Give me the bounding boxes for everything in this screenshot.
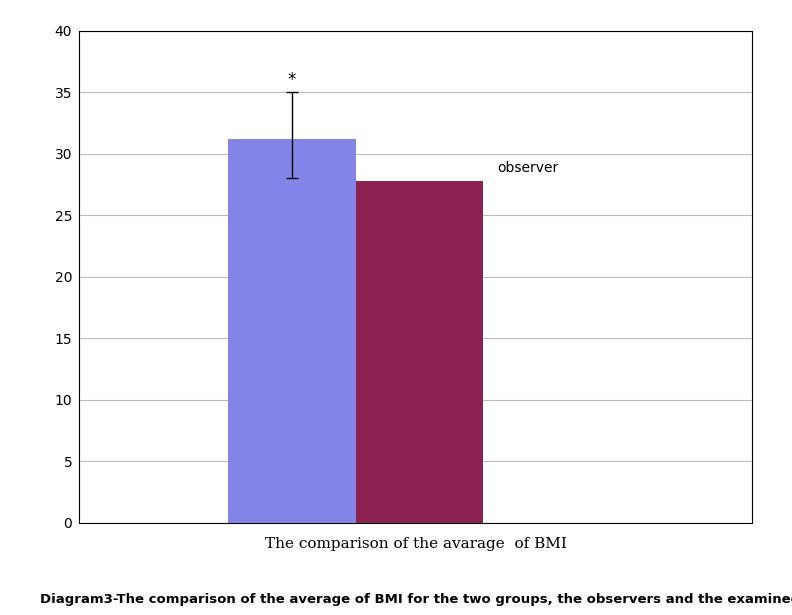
- X-axis label: The comparison of the avarage  of BMI: The comparison of the avarage of BMI: [265, 537, 567, 550]
- Bar: [228, 139, 356, 523]
- Text: Diagram3-The comparison of the average of BMI for the two groups, the observers : Diagram3-The comparison of the average o…: [40, 593, 792, 606]
- Bar: [356, 181, 483, 523]
- Text: observer: observer: [497, 161, 558, 175]
- Text: *: *: [287, 71, 296, 89]
